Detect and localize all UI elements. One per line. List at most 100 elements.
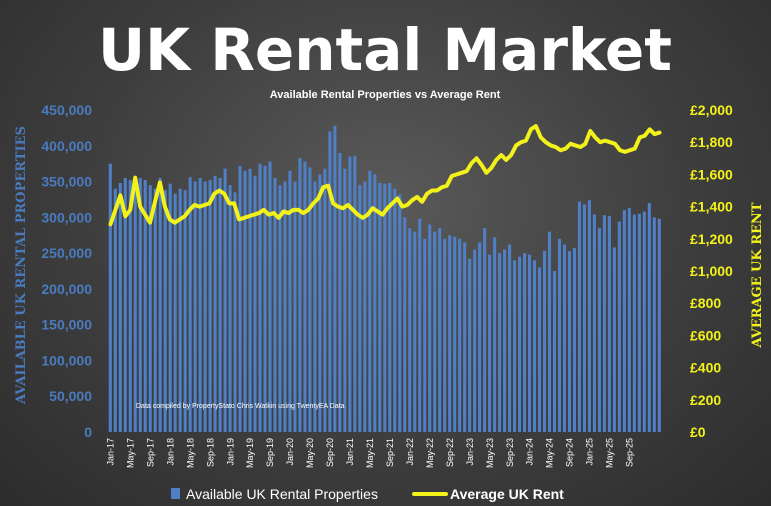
bar-8 <box>148 185 152 432</box>
x-tick-label: May-19 <box>245 438 255 468</box>
bar-59 <box>403 217 407 432</box>
legend-line-label: Average UK Rent <box>450 486 564 502</box>
bar-100 <box>607 215 611 432</box>
right-tick-label: £400 <box>690 360 721 376</box>
bar-0 <box>108 163 112 433</box>
chart-title: UK Rental Market <box>98 16 672 84</box>
bar-99 <box>602 215 606 432</box>
right-tick-label: £1,600 <box>690 166 733 182</box>
bar-54 <box>378 182 382 432</box>
legend-bar-swatch <box>171 488 180 499</box>
bar-62 <box>418 218 422 432</box>
bar-20 <box>208 180 212 432</box>
bar-7 <box>143 180 147 432</box>
bar-57 <box>393 188 397 432</box>
bar-18 <box>198 177 202 432</box>
bar-23 <box>223 168 227 432</box>
right-tick-label: £800 <box>690 295 721 311</box>
bar-69 <box>453 236 457 432</box>
bar-88 <box>547 231 552 432</box>
bar-36 <box>288 170 292 432</box>
x-tick-label: May-18 <box>185 438 195 468</box>
bar-33 <box>273 177 277 432</box>
x-tick-label: Jan-17 <box>106 438 116 466</box>
bar-103 <box>622 210 626 432</box>
bar-84 <box>527 254 532 432</box>
x-tick-label: Jan-18 <box>165 438 175 466</box>
bar-22 <box>218 177 222 432</box>
left-axis-ticks: 0 50,000 100,000 150,000 200,000 250,000 300,0… <box>41 102 92 440</box>
bar-70 <box>458 238 462 432</box>
bar-92 <box>567 250 572 432</box>
bar-66 <box>438 228 442 432</box>
bar-35 <box>283 181 287 432</box>
right-tick-label: £600 <box>690 327 721 343</box>
left-tick-label: 50,000 <box>49 388 92 404</box>
bar-63 <box>423 238 427 432</box>
rent-line <box>108 124 662 227</box>
bar-107 <box>642 211 646 432</box>
bar-17 <box>193 181 197 432</box>
x-tick-label: Sep-22 <box>445 438 455 467</box>
bar-43 <box>323 168 327 432</box>
bar-37 <box>293 181 297 432</box>
bar-78 <box>498 253 502 432</box>
legend-bar-label: Available UK Rental Properties <box>186 486 378 502</box>
bar-10 <box>158 177 162 432</box>
bar-2 <box>118 182 122 432</box>
left-tick-label: 200,000 <box>41 281 92 297</box>
bar-25 <box>233 192 237 432</box>
bar-28 <box>248 168 252 432</box>
line-series <box>108 124 662 227</box>
x-tick-label: Jan-24 <box>525 438 535 466</box>
bar-68 <box>448 235 452 432</box>
x-tick-label: Jan-25 <box>585 438 595 466</box>
bar-67 <box>443 238 447 432</box>
x-tick-label: May-24 <box>545 438 555 468</box>
left-tick-label: 450,000 <box>41 102 92 118</box>
bar-108 <box>647 203 651 432</box>
bar-81 <box>513 260 517 432</box>
bar-87 <box>542 250 547 432</box>
right-tick-label: £1,000 <box>690 263 733 279</box>
bar-52 <box>368 170 372 432</box>
x-tick-label: Jan-22 <box>405 438 415 466</box>
bar-73 <box>473 249 477 432</box>
left-axis-label: AVAILABLE UK RENTAL PROPERTIES <box>14 126 29 405</box>
bar-42 <box>318 174 322 432</box>
bar-82 <box>518 256 522 432</box>
bar-49 <box>353 155 357 433</box>
bar-11 <box>163 190 167 432</box>
bar-93 <box>572 248 576 432</box>
bar-44 <box>328 131 332 432</box>
bar-14 <box>178 188 182 432</box>
bar-104 <box>627 208 631 432</box>
bar-31 <box>263 165 267 432</box>
bar-26 <box>238 165 242 432</box>
bar-12 <box>168 183 172 432</box>
bar-47 <box>343 168 347 432</box>
bar-76 <box>488 254 492 432</box>
bar-65 <box>433 231 437 432</box>
bar-86 <box>537 267 542 432</box>
left-tick-label: 400,000 <box>41 138 92 154</box>
bar-109 <box>652 217 656 432</box>
bar-61 <box>413 231 417 432</box>
left-tick-label: 250,000 <box>41 245 92 261</box>
bar-27 <box>243 170 247 432</box>
bar-29 <box>253 175 257 432</box>
right-axis-label: AVERAGE UK RENT <box>750 202 765 348</box>
right-tick-label: £200 <box>690 392 721 408</box>
bar-16 <box>188 177 192 432</box>
bar-56 <box>388 182 392 432</box>
left-tick-label: 150,000 <box>41 317 92 333</box>
bar-24 <box>228 185 232 432</box>
bar-72 <box>468 258 472 432</box>
right-tick-label: £1,200 <box>690 231 733 247</box>
bar-32 <box>268 161 272 432</box>
bar-98 <box>597 228 601 432</box>
x-tick-label: Sep-17 <box>145 438 155 467</box>
bar-75 <box>483 228 487 432</box>
right-tick-label: £2,000 <box>690 102 733 118</box>
left-tick-label: 300,000 <box>41 209 92 225</box>
